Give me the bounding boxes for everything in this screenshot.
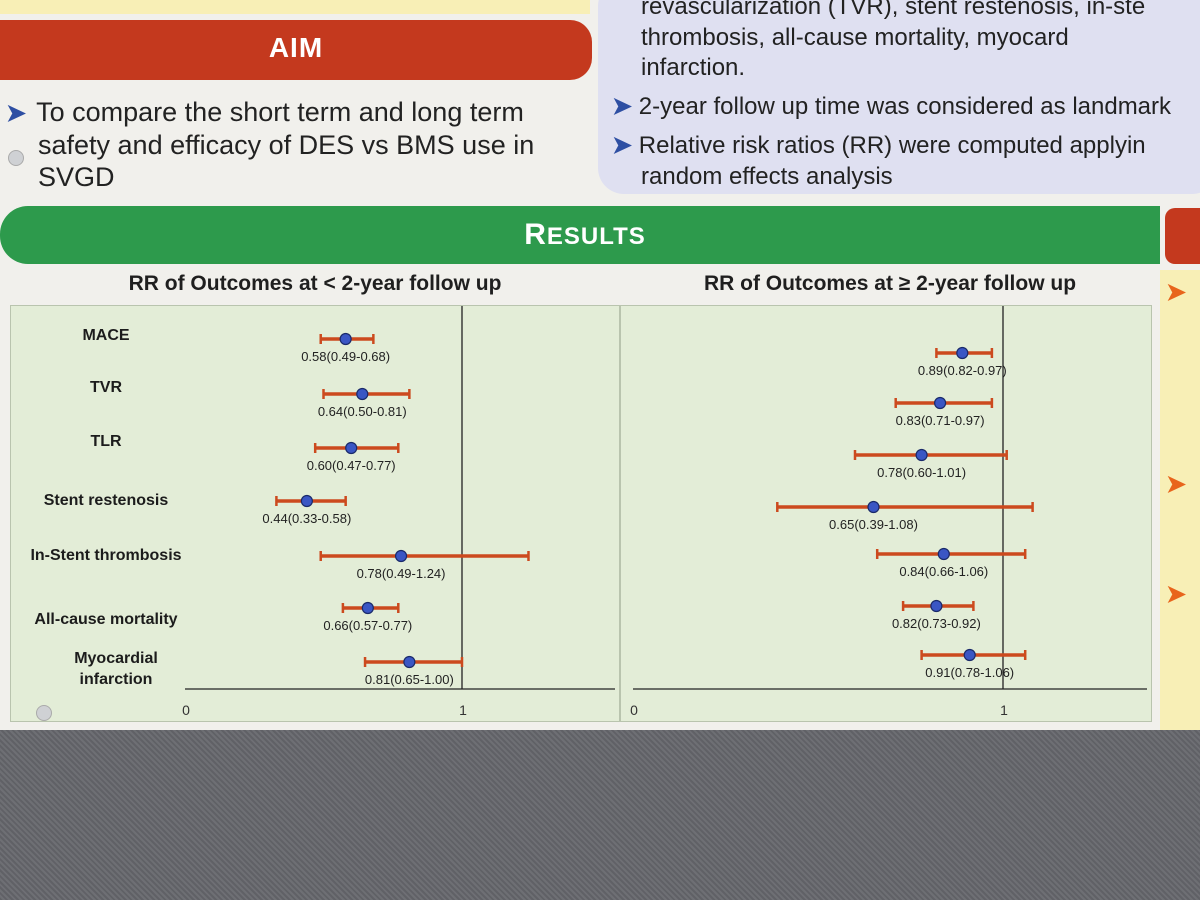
rr-point [394,549,408,563]
rr-value-label: 0.78(0.49-1.24) [357,566,446,581]
aim-title: AIM [268,32,324,63]
rr-value-label: 0.83(0.71-0.97) [896,413,985,428]
rr-point [956,346,969,360]
methods-bullet-3b: random effects analysis [641,162,893,190]
rr-value-label: 0.82(0.73-0.92) [892,616,981,631]
methods-line-3: infarction. [641,54,746,82]
aim-text: ➤ To compare the short term and long term… [6,96,581,194]
category-label: In-Stent thrombosis [30,547,182,564]
results-title: RESULTS [0,218,1170,252]
rr-value-label: 0.60(0.47-0.77) [307,458,396,473]
rr-point [915,448,928,462]
category-label: MACE [82,327,130,344]
pushpin-icon [8,150,24,166]
rr-value-label: 0.58(0.49-0.68) [301,349,390,364]
rr-point [934,396,947,410]
bullet-arrow-icon: ➤ [6,100,27,127]
rr-point [403,655,416,669]
rr-value-label: 0.91(0.78-1.06) [925,665,1014,680]
chart-title-right: RR of Outcomes at ≥ 2-year follow up [703,272,1077,295]
x-tick-label: 0 [630,702,638,718]
x-tick-label: 0 [182,702,190,718]
rr-value-label: 0.81(0.65-1.00) [365,672,454,687]
aim-line-1: To compare the short term and long term [36,97,524,127]
methods-line-1: revascularization (TVR), stent restenosi… [641,0,1146,20]
rr-value-label: 0.64(0.50-0.81) [318,404,407,419]
rr-value-label: 0.84(0.66-1.06) [899,564,988,579]
conclusion-box [1160,270,1200,730]
rr-point [867,500,880,514]
rr-point [345,441,358,455]
conclusion-cropped-text: ➤ ➤ ➤ [1160,270,1200,730]
results-title-first: R [524,218,547,251]
forest-plot-svg: 0 1 0.58(0.49-0.68) 0.64(0.50-0.81) 0.60(0.4… [182,306,615,718]
category-label: All-cause mortality [34,611,178,628]
x-tick-label: 1 [459,702,467,718]
chart-title-left: RR of Outcomes at < 2-year follow up [128,272,502,295]
bullet-arrow-icon: ➤ [1166,471,1187,498]
rr-value-label: 0.89(0.82-0.97) [918,363,1007,378]
rr-point [356,387,369,401]
rr-value-label: 0.65(0.39-1.08) [829,517,918,532]
category-label: Stent restenosis [43,492,169,509]
rr-point [937,547,950,561]
rr-point [300,494,313,508]
methods-line-2: thrombosis, all-cause mortality, myocard [641,23,1069,51]
methods-text: revascularization (TVR), stent restenosi… [612,0,1200,192]
aim-header-bar [0,20,592,80]
bullet-arrow-icon: ➤ [612,93,639,121]
rr-value-label: 0.66(0.57-0.77) [323,618,412,633]
rr-value-label: 0.44(0.33-0.58) [262,511,351,526]
forest-plot-svg: 0 1 0.89(0.82-0.97) 0.83(0.71-0.97) 0.78(0.6… [630,306,1147,718]
bullet-arrow-icon: ➤ [1166,581,1187,608]
poster: AIM ➤ To compare the short term and long … [0,0,1200,730]
x-tick-label: 1 [1000,702,1008,718]
conclusion-header-bar [1165,208,1200,264]
rr-point [361,601,374,615]
rr-value-label: 0.78(0.60-1.01) [877,465,966,480]
category-label: Myocardial infarction [74,650,158,688]
methods-box [598,0,1200,194]
pushpin-icon [36,705,52,721]
rr-point [339,332,352,346]
category-label: TVR [90,379,122,396]
rr-point [930,599,943,613]
forest-plot-left: 0 1 0.58(0.49-0.68) 0.64(0.50-0.81) 0.60(0.4… [10,305,620,722]
bullet-arrow-icon: ➤ [612,131,639,159]
methods-bullet-2: 2-year follow up time was considered as … [638,93,1172,121]
category-label: TLR [90,433,122,450]
aim-line-3: SVGD [38,162,115,193]
results-title-rest: ESULTS [546,223,646,250]
top-yellow-strip [0,0,590,14]
bullet-arrow-icon: ➤ [1166,279,1187,306]
aim-line-2: safety and efficacy of DES vs BMS use in [38,129,535,160]
rr-point [963,648,976,662]
forest-plot-right: 0 1 0.89(0.82-0.97) 0.83(0.71-0.97) 0.78(0.6… [620,305,1152,722]
board-background [0,730,1200,900]
methods-bullet-3a: Relative risk ratios (RR) were computed … [638,131,1146,159]
results-header-bar [0,206,1160,264]
